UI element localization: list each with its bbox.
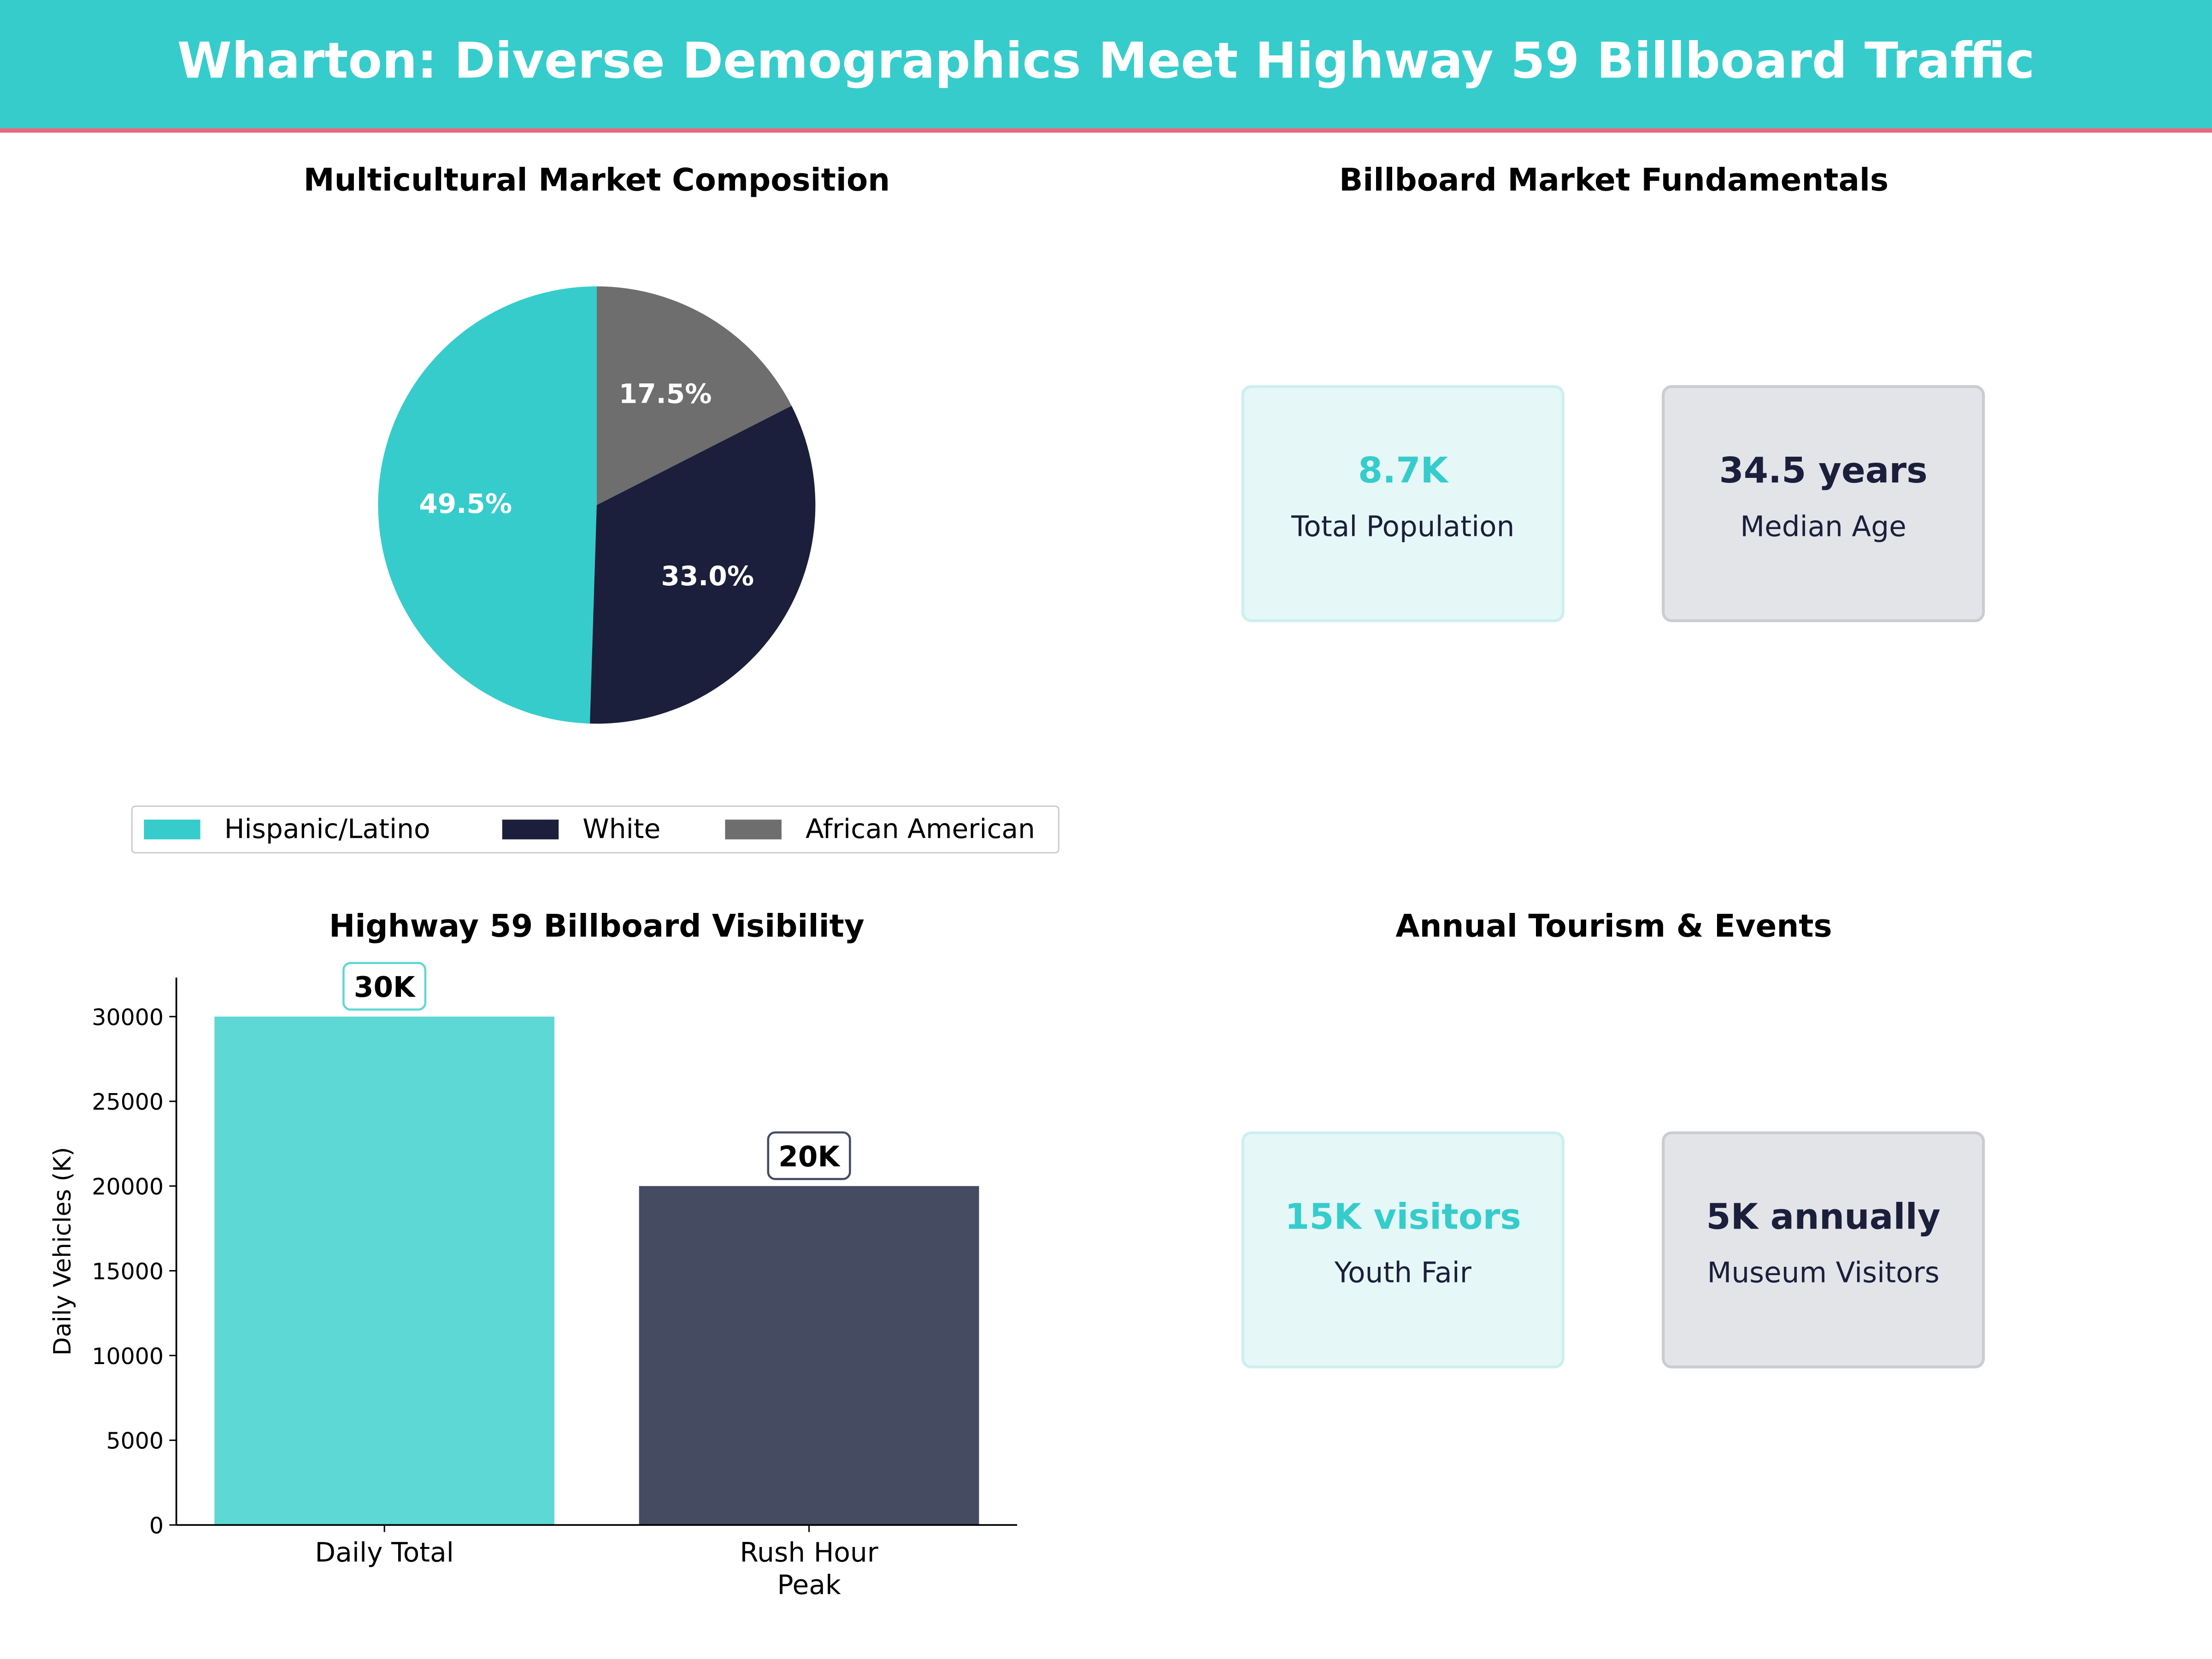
- pie-slice-2: [596, 286, 792, 505]
- card-label: Total Population: [1291, 509, 1515, 543]
- header-banner: Wharton: Diverse Demographics Meet Highw…: [0, 0, 2212, 133]
- pie-slice-label: 17.5%: [619, 378, 712, 410]
- legend-swatch: [725, 819, 782, 840]
- card-label: Median Age: [1740, 509, 1906, 543]
- pie-slice-1: [589, 406, 816, 724]
- legend-swatch: [144, 819, 200, 840]
- y-tick-label: 20000: [92, 1174, 164, 1200]
- legend-swatch: [502, 819, 559, 840]
- pie-slice-label: 33.0%: [661, 560, 754, 592]
- pie-legend: Hispanic/Latino White African American: [131, 805, 1059, 854]
- legend-item-white: White: [502, 814, 661, 845]
- card-value: 8.7K: [1358, 450, 1448, 491]
- y-tick-label: 15000: [92, 1259, 164, 1285]
- pie-slice-0: [378, 286, 597, 724]
- pie-title: Multicultural Market Composition: [303, 164, 890, 199]
- card-label: Museum Visitors: [1707, 1255, 1940, 1289]
- card-median-age: 34.5 years Median Age: [1662, 385, 1985, 622]
- legend-item-african-american: African American: [725, 814, 1035, 845]
- card-museum-visitors: 5K annually Museum Visitors: [1662, 1131, 1985, 1369]
- y-tick-label: 25000: [92, 1089, 164, 1115]
- legend-label: White: [582, 814, 661, 845]
- bar-data-label-box: [767, 1131, 851, 1180]
- pie-slice-label: 49.5%: [419, 488, 512, 519]
- tourism-title: Annual Tourism & Events: [1395, 910, 1832, 946]
- legend-label: African American: [805, 814, 1035, 845]
- bar-data-label: 30K: [354, 971, 416, 1004]
- card-value: 15K visitors: [1284, 1196, 1521, 1237]
- x-tick-label: Rush Hour: [740, 1537, 878, 1568]
- pie-chart: 49.5% 33.0% 17.5%: [378, 286, 816, 724]
- fundamentals-title: Billboard Market Fundamentals: [1339, 164, 1889, 199]
- card-youth-fair: 15K visitors Youth Fair: [1241, 1131, 1565, 1369]
- card-value: 5K annually: [1706, 1196, 1941, 1237]
- y-tick-label: 10000: [92, 1343, 164, 1370]
- bar-data-label-box: [342, 962, 427, 1011]
- bar-0: [214, 1016, 555, 1525]
- page-title: Wharton: Diverse Demographics Meet Highw…: [177, 34, 2035, 90]
- y-axis-label: Daily Vehicles (K): [49, 1147, 76, 1356]
- card-label: Youth Fair: [1334, 1255, 1471, 1289]
- legend-item-hispanic: Hispanic/Latino: [144, 814, 430, 845]
- legend-label: Hispanic/Latino: [224, 814, 430, 845]
- y-tick-label: 0: [149, 1513, 164, 1539]
- x-tick-label: Peak: [777, 1569, 841, 1600]
- y-tick-label: 5000: [106, 1428, 164, 1454]
- y-tick-label: 30000: [92, 1004, 164, 1030]
- x-tick-label: Daily Total: [315, 1537, 453, 1568]
- bar-1: [639, 1186, 979, 1525]
- card-value: 34.5 years: [1719, 450, 1928, 491]
- bar-data-label: 20K: [778, 1141, 841, 1173]
- bar-chart-title: Highway 59 Billboard Visibility: [329, 910, 865, 946]
- card-total-population: 8.7K Total Population: [1241, 385, 1565, 622]
